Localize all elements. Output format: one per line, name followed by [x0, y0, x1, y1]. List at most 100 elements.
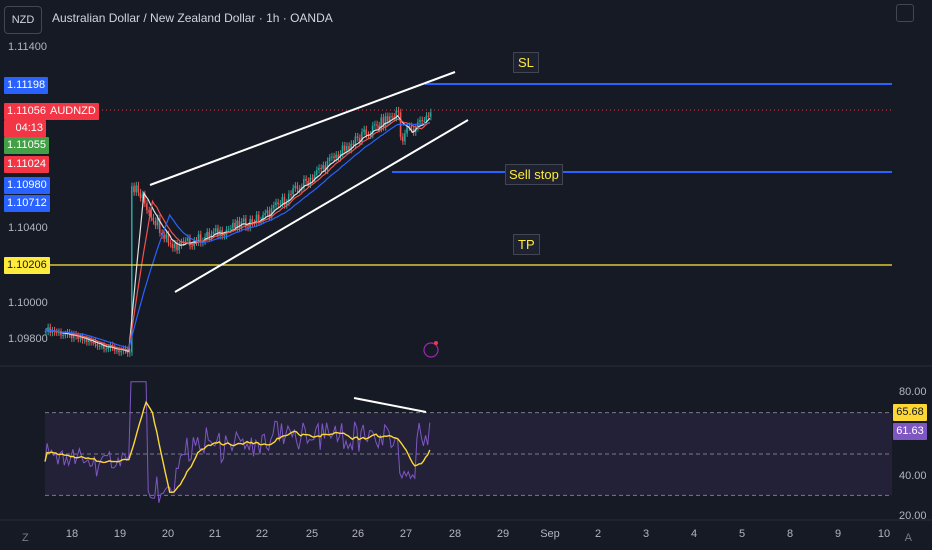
- candle-body: [154, 220, 157, 226]
- candle-body: [257, 214, 260, 222]
- auto-scale-button[interactable]: A: [904, 532, 912, 544]
- x-axis-label: 27: [399, 528, 413, 540]
- tp-annotation[interactable]: TP: [513, 234, 540, 255]
- candle-body: [210, 233, 213, 238]
- candle-body: [337, 154, 339, 158]
- candle-body: [174, 243, 176, 249]
- candle-body: [81, 336, 84, 341]
- candle-body: [416, 122, 419, 128]
- x-axis-label: 25: [305, 528, 319, 540]
- candle-body: [186, 238, 189, 241]
- sl-annotation[interactable]: SL: [513, 52, 539, 73]
- candle-body: [90, 340, 92, 342]
- candle-body: [341, 145, 344, 154]
- x-axis-label: 20: [161, 528, 175, 540]
- x-axis-label: 21: [208, 528, 222, 540]
- candle-body: [406, 127, 408, 134]
- candle-body: [404, 133, 406, 142]
- timezone-button[interactable]: Z: [22, 532, 29, 544]
- candle-body: [348, 145, 350, 150]
- candle-body: [150, 212, 152, 218]
- candle-body: [384, 116, 387, 128]
- candle-body: [386, 116, 389, 122]
- rsi-value-tag: 61.63: [893, 423, 927, 440]
- candle-body: [167, 234, 170, 243]
- price-tag: 1.11055: [4, 137, 49, 154]
- ma-mid-line: [44, 118, 431, 351]
- candle-body: [197, 234, 200, 243]
- candle-body: [296, 185, 299, 189]
- candle-body: [425, 115, 428, 121]
- candle-body: [270, 208, 273, 218]
- x-axis-label: 9: [834, 528, 842, 540]
- candle-body: [266, 210, 268, 214]
- price-axis-label: 1.10000: [8, 297, 48, 309]
- candle-body: [324, 165, 327, 171]
- settings-icon[interactable]: [896, 4, 914, 22]
- candle-body: [45, 331, 47, 333]
- candle-body: [178, 245, 180, 251]
- candle-body: [346, 145, 348, 151]
- candle-body: [247, 227, 249, 229]
- candle-body: [363, 129, 365, 132]
- candle-body: [380, 117, 382, 129]
- x-axis-label: 29: [496, 528, 510, 540]
- candle-body: [92, 341, 94, 343]
- candle-body: [275, 202, 277, 206]
- candle-body: [309, 177, 311, 185]
- x-axis-label: 2: [594, 528, 602, 540]
- candle-body: [115, 350, 118, 352]
- candle-body: [120, 350, 122, 353]
- candle-body: [358, 137, 361, 142]
- candle-body: [94, 342, 96, 344]
- candle-body: [204, 236, 206, 242]
- candle-body: [133, 186, 135, 193]
- candle-body: [180, 242, 182, 246]
- candle-body: [356, 136, 359, 138]
- candle-body: [429, 112, 432, 117]
- candle-body: [292, 188, 294, 195]
- candle-body: [311, 177, 314, 180]
- rsi-axis-label: 40.00: [899, 470, 927, 482]
- sell-stop-annotation[interactable]: Sell stop: [505, 164, 563, 185]
- candle-body: [139, 192, 142, 198]
- candle-body: [412, 128, 415, 133]
- rsi-axis-label: 80.00: [899, 386, 927, 398]
- candle-body: [395, 110, 397, 118]
- candle-body: [137, 185, 139, 193]
- candle-body: [268, 210, 271, 218]
- candle-body: [242, 218, 245, 222]
- x-axis-label: 19: [113, 528, 127, 540]
- candle-body: [255, 214, 258, 224]
- x-axis-label: 4: [690, 528, 698, 540]
- candle-body: [371, 125, 374, 135]
- x-axis-label: 22: [255, 528, 269, 540]
- x-axis-label: 28: [448, 528, 462, 540]
- candle-body: [191, 245, 193, 247]
- candle-body: [131, 186, 133, 353]
- candle-body: [389, 116, 391, 122]
- x-axis-label: 18: [65, 528, 79, 540]
- candle-body: [163, 235, 165, 239]
- price-tag: 1.10712: [4, 195, 50, 212]
- candle-body: [290, 193, 292, 195]
- candle-body: [408, 126, 410, 128]
- candle-body: [72, 334, 75, 339]
- candle-body: [373, 124, 376, 126]
- candle-body: [208, 231, 210, 238]
- candle-body: [176, 243, 178, 251]
- candle-body: [100, 345, 103, 347]
- candle-body: [83, 339, 86, 341]
- ma-slow-line: [44, 122, 430, 349]
- rsi-ma-line: [44, 400, 431, 494]
- symbol-search-button[interactable]: NZD: [4, 6, 42, 34]
- candle-body: [361, 131, 363, 142]
- alert-dot-icon: [434, 341, 438, 345]
- candle-body: [322, 165, 324, 169]
- candle-body: [397, 110, 400, 113]
- candle-body: [70, 334, 73, 339]
- candle-body: [182, 241, 185, 243]
- candle-body: [401, 136, 404, 142]
- candle-body: [152, 217, 155, 221]
